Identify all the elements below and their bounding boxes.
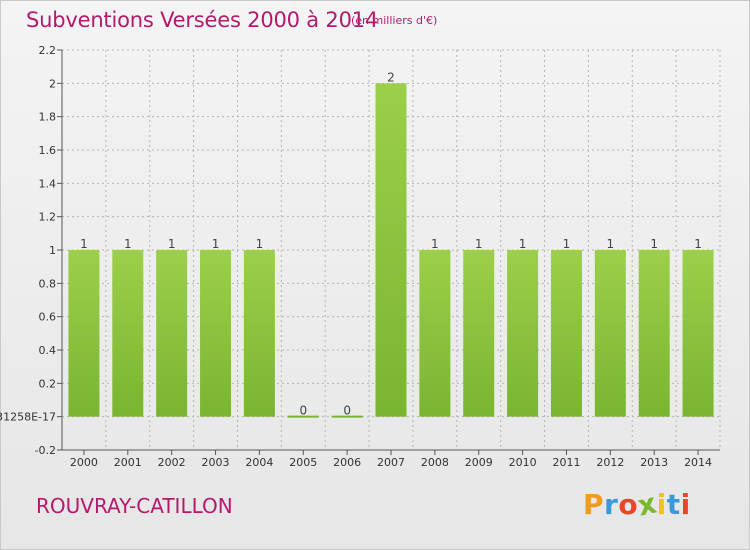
y-tick-label: 2.2 (39, 44, 57, 57)
data-label: 1 (431, 237, 439, 251)
x-tick-label: 2002 (158, 456, 186, 469)
data-label: 1 (650, 237, 658, 251)
x-tick-label: 2001 (114, 456, 142, 469)
commune-name: ROUVRAY-CATILLON (36, 494, 233, 518)
x-tick-label: 2014 (684, 456, 712, 469)
y-tick-label: 1.8 (39, 111, 57, 124)
y-tick-labels: -0.2 -5.5511151231258E-17 0.2 0.4 0.6 0.8 1 1.2… (0, 44, 56, 457)
data-label: 1 (212, 237, 220, 251)
bar (375, 83, 407, 417)
bar (112, 250, 144, 417)
y-tick-label: -0.2 (35, 444, 56, 457)
y-tick-label: 1 (49, 244, 56, 257)
y-tick-label: 0.8 (39, 277, 57, 290)
proxiti-logo: Proxiti (583, 486, 691, 522)
y-tick-label: 1.4 (39, 177, 57, 190)
data-label: 1 (519, 237, 527, 251)
logo-letter: i (656, 488, 667, 521)
y-tick-label: 1.2 (39, 211, 57, 224)
bar (507, 250, 539, 417)
logo-letter: P (583, 488, 605, 521)
logo-letter: t (666, 488, 681, 521)
data-label: 1 (80, 237, 88, 251)
data-label: 2 (387, 70, 395, 84)
logo-letter: r (604, 488, 619, 521)
bar (550, 250, 582, 417)
bar (419, 250, 451, 417)
y-tick-label: 0.2 (39, 377, 57, 390)
y-tick-label: 1.6 (39, 144, 57, 157)
y-tick-label: 0.4 (39, 344, 57, 357)
x-tick-label: 2005 (289, 456, 317, 469)
x-tick-label: 2003 (202, 456, 230, 469)
logo-letter: i (680, 488, 691, 521)
x-tick-label: 2007 (377, 456, 405, 469)
bar (594, 250, 626, 417)
data-labels: 1 1 1 1 1 0 0 2 1 1 1 1 1 1 1 (80, 70, 702, 417)
bar (682, 250, 714, 417)
x-tick-label: 2013 (640, 456, 668, 469)
data-label: 0 (343, 404, 351, 418)
bar (156, 250, 188, 417)
x-tick-label: 2009 (465, 456, 493, 469)
data-label: 1 (607, 237, 615, 251)
bars (68, 83, 714, 418)
y-tick-label: 2 (49, 77, 56, 90)
bar (243, 250, 275, 417)
y-tick-label: -5.5511151231258E-17 (0, 411, 56, 424)
bar (68, 250, 100, 417)
chart-title: Subventions Versées 2000 à 2014 (26, 8, 379, 32)
data-label: 1 (563, 237, 571, 251)
bar (463, 250, 495, 417)
data-label: 1 (256, 237, 264, 251)
logo-letter: o (618, 488, 639, 521)
x-tick-label: 2012 (596, 456, 624, 469)
x-tick-label: 2011 (552, 456, 580, 469)
x-tick-label: 2010 (509, 456, 537, 469)
grid-lines (62, 49, 721, 451)
x-tick-label: 2004 (245, 456, 273, 469)
chart-subtitle: (en milliers d'€) (351, 14, 438, 27)
data-label: 1 (475, 237, 483, 251)
data-label: 1 (168, 237, 176, 251)
y-tick-label: 0.6 (39, 311, 57, 324)
x-tick-label: 2008 (421, 456, 449, 469)
axes (57, 49, 720, 455)
x-tick-label: 2000 (70, 456, 98, 469)
x-tick-labels: 2000 2001 2002 2003 2004 2005 2006 2007 2008 2009… (70, 456, 712, 469)
bar (200, 250, 232, 417)
x-tick-label: 2006 (333, 456, 361, 469)
bar (638, 250, 670, 417)
data-label: 1 (694, 237, 702, 251)
data-label: 0 (299, 404, 307, 418)
data-label: 1 (124, 237, 132, 251)
